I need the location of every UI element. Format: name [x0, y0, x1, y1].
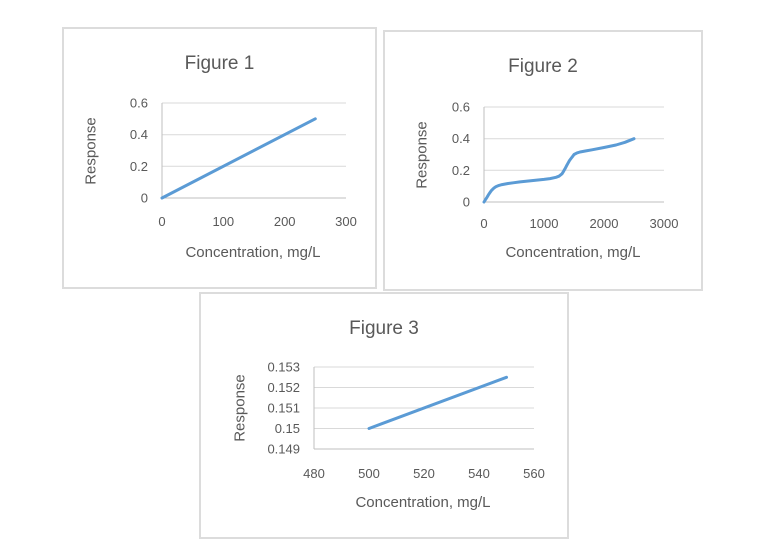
figure1-chart: 0 0.2 0.4 0.6 0 100 200 300: [130, 96, 357, 230]
y-tick-label: 0.15: [275, 421, 300, 436]
y-tick-label: 0.152: [267, 380, 300, 395]
figure3-xaxis-title: Concentration, mg/L: [355, 494, 491, 511]
y-tick-label: 0.6: [452, 100, 470, 115]
figure2-title: Figure 2: [508, 56, 578, 77]
series-line: [367, 375, 508, 430]
x-tick-label: 540: [468, 466, 490, 481]
figure3-yaxis-title: Response: [231, 374, 249, 442]
y-tick-label: 0.153: [267, 360, 300, 375]
figure1-panel: Figure 1 0 0.2 0.4 0.6 0 100 200 300 Concentrat…: [62, 27, 377, 289]
y-tick-label: 0: [463, 195, 470, 210]
figure2-chart: 0 0.2 0.4 0.6 0 1000 2000 3000: [452, 100, 679, 232]
y-tick-label: 0.4: [130, 127, 148, 142]
figure2-xaxis-title: Concentration, mg/L: [505, 244, 641, 261]
x-tick-label: 0: [480, 216, 487, 231]
y-tick-label: 0: [141, 191, 148, 206]
series-line: [160, 117, 317, 200]
y-tick-label: 0.151: [267, 401, 300, 416]
figure1-xaxis-title: Concentration, mg/L: [185, 244, 321, 261]
x-tick-label: 1000: [530, 216, 559, 231]
y-tick-label: 0.6: [130, 96, 148, 111]
figure1-title: Figure 1: [184, 53, 255, 74]
x-tick-label: 100: [212, 214, 234, 229]
x-tick-label: 560: [523, 466, 545, 481]
x-tick-label: 200: [274, 214, 296, 229]
y-tick-label: 0.2: [130, 159, 148, 174]
figure1-yaxis-title: Response: [82, 117, 100, 185]
figure3-panel: Figure 3 0.149 0.15 0.151 0.152 0.153 480 500 5…: [199, 292, 569, 539]
x-tick-label: 300: [335, 214, 357, 229]
y-tick-label: 0.4: [452, 131, 470, 146]
x-tick-label: 500: [358, 466, 380, 481]
x-tick-label: 520: [413, 466, 435, 481]
series-line: [482, 137, 636, 204]
y-tick-label: 0.2: [452, 163, 470, 178]
figure2-panel: Figure 2 0 0.2 0.4 0.6 0 1000 2000 3000 Concent…: [383, 30, 703, 291]
figure3-title: Figure 3: [349, 318, 419, 339]
figure3-chart: 0.149 0.15 0.151 0.152 0.153 480 500 520 540 560: [267, 360, 545, 482]
x-tick-label: 480: [303, 466, 325, 481]
figure2-yaxis-title: Response: [413, 121, 431, 189]
x-tick-label: 2000: [590, 216, 619, 231]
y-tick-label: 0.149: [267, 442, 300, 457]
x-tick-label: 0: [158, 214, 165, 229]
x-tick-label: 3000: [650, 216, 679, 231]
